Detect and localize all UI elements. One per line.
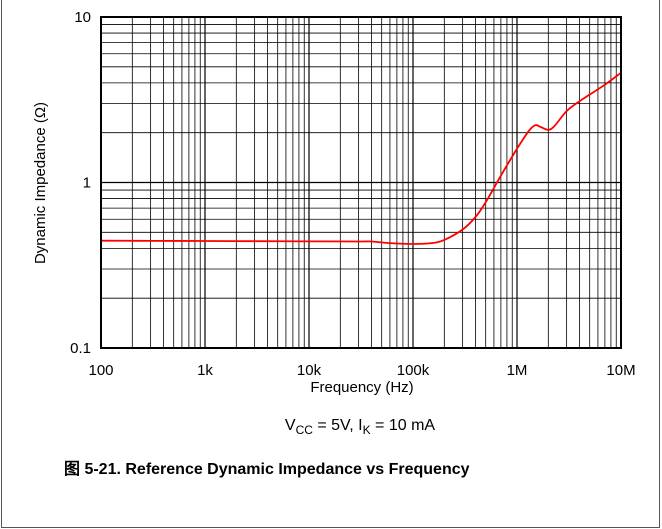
x-tick-label: 1M xyxy=(507,362,528,379)
x-axis-label: Frequency (Hz) xyxy=(310,379,413,396)
x-tick-label: 100k xyxy=(397,362,430,379)
condition-middle: = 5V, I xyxy=(313,417,363,434)
y-tick-label: 10 xyxy=(74,9,91,26)
x-tick-label: 10k xyxy=(297,362,322,379)
x-tick-label: 10M xyxy=(606,362,635,379)
plot-border xyxy=(100,16,622,349)
x-tick-label: 100 xyxy=(88,362,113,379)
ik-subscript: K xyxy=(363,423,371,437)
y-tick-labels: 0.1 1 10 xyxy=(70,9,91,357)
x-tick-labels: 100 1k 10k 100k 1M 10M xyxy=(88,362,635,379)
figure-caption: 图 5-21. Reference Dynamic Impedance vs F… xyxy=(64,461,470,478)
grid-lines xyxy=(100,17,621,349)
impedance-curve xyxy=(100,72,622,245)
y-axis-label: Dynamic Impedance (Ω) xyxy=(32,102,49,264)
y-tick-label: 1 xyxy=(83,175,91,192)
test-condition: VCC = 5V, IK = 10 mA xyxy=(285,417,436,437)
condition-end: = 10 mA xyxy=(371,417,436,434)
x-tick-label: 1k xyxy=(197,362,213,379)
vcc-subscript: CC xyxy=(296,423,314,437)
series-layer xyxy=(100,72,622,245)
y-tick-label: 0.1 xyxy=(70,340,91,357)
vcc-symbol: V xyxy=(285,417,296,434)
